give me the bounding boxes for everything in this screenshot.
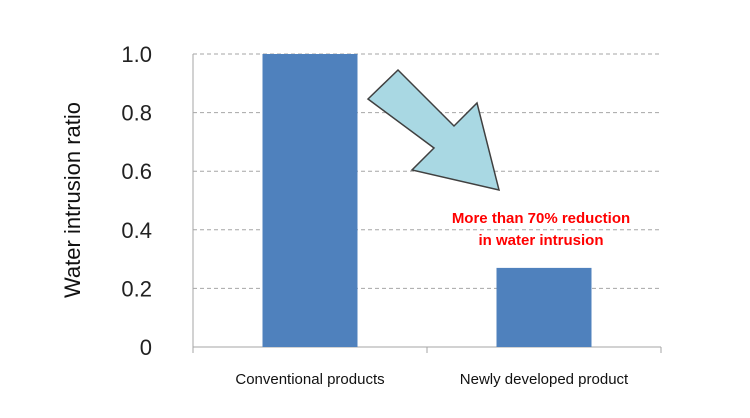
x-category-labels: Conventional products Newly developed pro… bbox=[235, 371, 629, 388]
y-tick-label: 0.8 bbox=[121, 101, 152, 126]
annotation-line-1: More than 70% reduction bbox=[452, 210, 630, 227]
annotation-line-2: in water intrusion bbox=[478, 232, 603, 249]
y-tick-label: 0.6 bbox=[121, 159, 152, 184]
y-tick-label: 0.2 bbox=[121, 276, 152, 301]
bars bbox=[262, 54, 592, 347]
y-tick-labels: 0 0.2 0.4 0.6 0.8 1.0 bbox=[121, 42, 152, 360]
bar-1 bbox=[496, 267, 592, 347]
bar-0 bbox=[262, 54, 358, 347]
reduction-arrow-icon bbox=[366, 68, 501, 192]
x-category-label: Newly developed product bbox=[460, 371, 629, 388]
y-axis-label: Water intrusion ratio bbox=[60, 102, 85, 298]
x-category-label: Conventional products bbox=[235, 371, 384, 388]
y-tick-label: 0 bbox=[140, 335, 152, 360]
y-tick-label: 0.4 bbox=[121, 218, 152, 243]
y-tick-label: 1.0 bbox=[121, 42, 152, 67]
